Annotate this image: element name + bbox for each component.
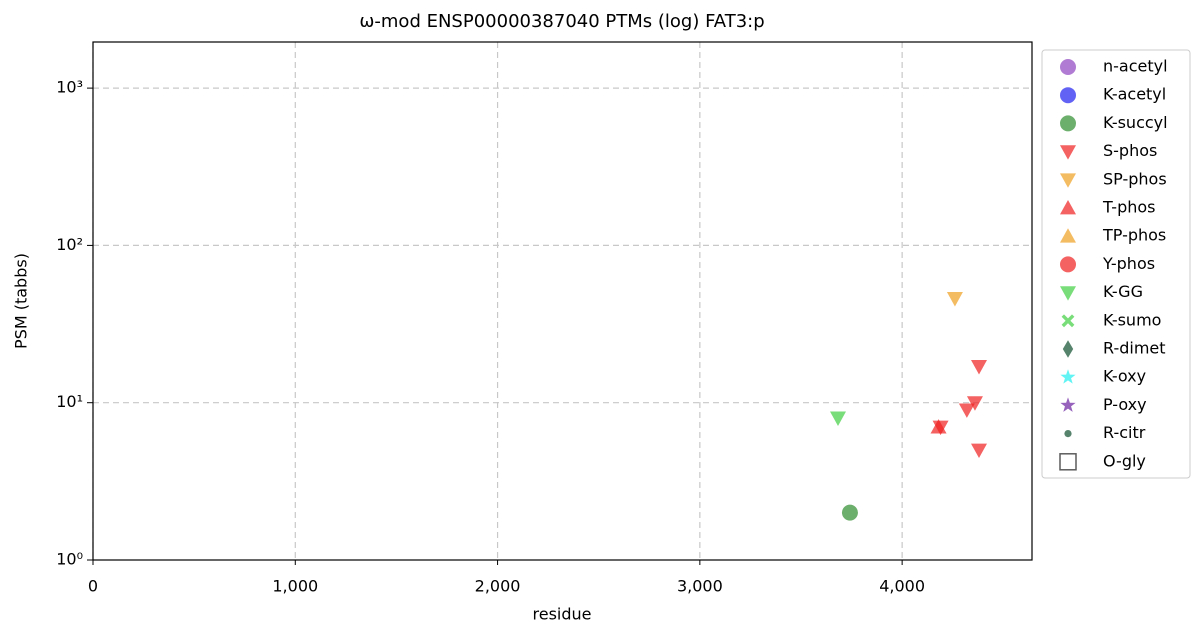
legend-label: n-acetyl xyxy=(1103,57,1168,76)
legend-marker xyxy=(1060,173,1076,188)
legend-marker xyxy=(1060,200,1076,215)
legend-label: K-sumo xyxy=(1103,310,1161,329)
legend-marker xyxy=(1060,397,1076,412)
legend-marker xyxy=(1060,115,1076,132)
legend-label: Y-phos xyxy=(1102,254,1155,273)
x-tick-label: 2,000 xyxy=(475,577,521,596)
legend-box xyxy=(1041,49,1191,479)
legend-label: T-phos xyxy=(1102,198,1156,217)
y-tick-label: 10⁰ xyxy=(56,550,83,569)
x-axis-label: residue xyxy=(533,605,592,624)
y-tick-label: 10¹ xyxy=(56,392,83,411)
point xyxy=(966,396,983,411)
point xyxy=(946,292,963,307)
legend-label: R-citr xyxy=(1103,423,1146,442)
legend-marker xyxy=(1059,453,1077,471)
legend-marker xyxy=(1060,228,1076,243)
point xyxy=(830,411,847,426)
legend-marker xyxy=(1060,145,1076,160)
legend-label: TP-phos xyxy=(1102,226,1166,245)
point xyxy=(971,443,988,459)
legend-label: SP-phos xyxy=(1103,169,1167,188)
point xyxy=(971,360,988,375)
x-tick-label: 0 xyxy=(88,577,98,596)
legend-label: K-acetyl xyxy=(1103,85,1166,104)
legend-label: K-oxy xyxy=(1103,367,1146,386)
legend-marker xyxy=(1060,59,1076,75)
legend-label: P-oxy xyxy=(1103,395,1147,414)
x-tick-label: 1,000 xyxy=(272,577,318,596)
legend-marker xyxy=(1060,286,1076,301)
legend-label: K-GG xyxy=(1103,282,1143,301)
y-tick-label: 10³ xyxy=(56,78,83,97)
plot-frame xyxy=(92,41,1033,561)
chart-title: ω-mod ENSP00000387040 PTMs (log) FAT3:p xyxy=(359,11,764,32)
legend-label: S-phos xyxy=(1103,141,1157,160)
x-tick-label: 3,000 xyxy=(677,577,723,596)
legend-label: O-gly xyxy=(1103,451,1146,470)
legend-marker xyxy=(1060,87,1076,104)
point xyxy=(841,504,858,521)
legend-marker xyxy=(1064,430,1072,438)
legend-marker xyxy=(1061,314,1075,328)
x-tick-label: 4,000 xyxy=(879,577,925,596)
legend-marker xyxy=(1060,369,1076,384)
legend-label: K-succyl xyxy=(1103,113,1168,132)
y-axis-label: PSM (tabbs) xyxy=(12,253,31,349)
legend-marker xyxy=(1060,256,1076,273)
point xyxy=(958,403,975,418)
legend-label: R-dimet xyxy=(1103,339,1166,358)
y-tick-label: 10² xyxy=(56,235,83,254)
point xyxy=(930,419,947,434)
legend-marker xyxy=(1062,340,1074,358)
